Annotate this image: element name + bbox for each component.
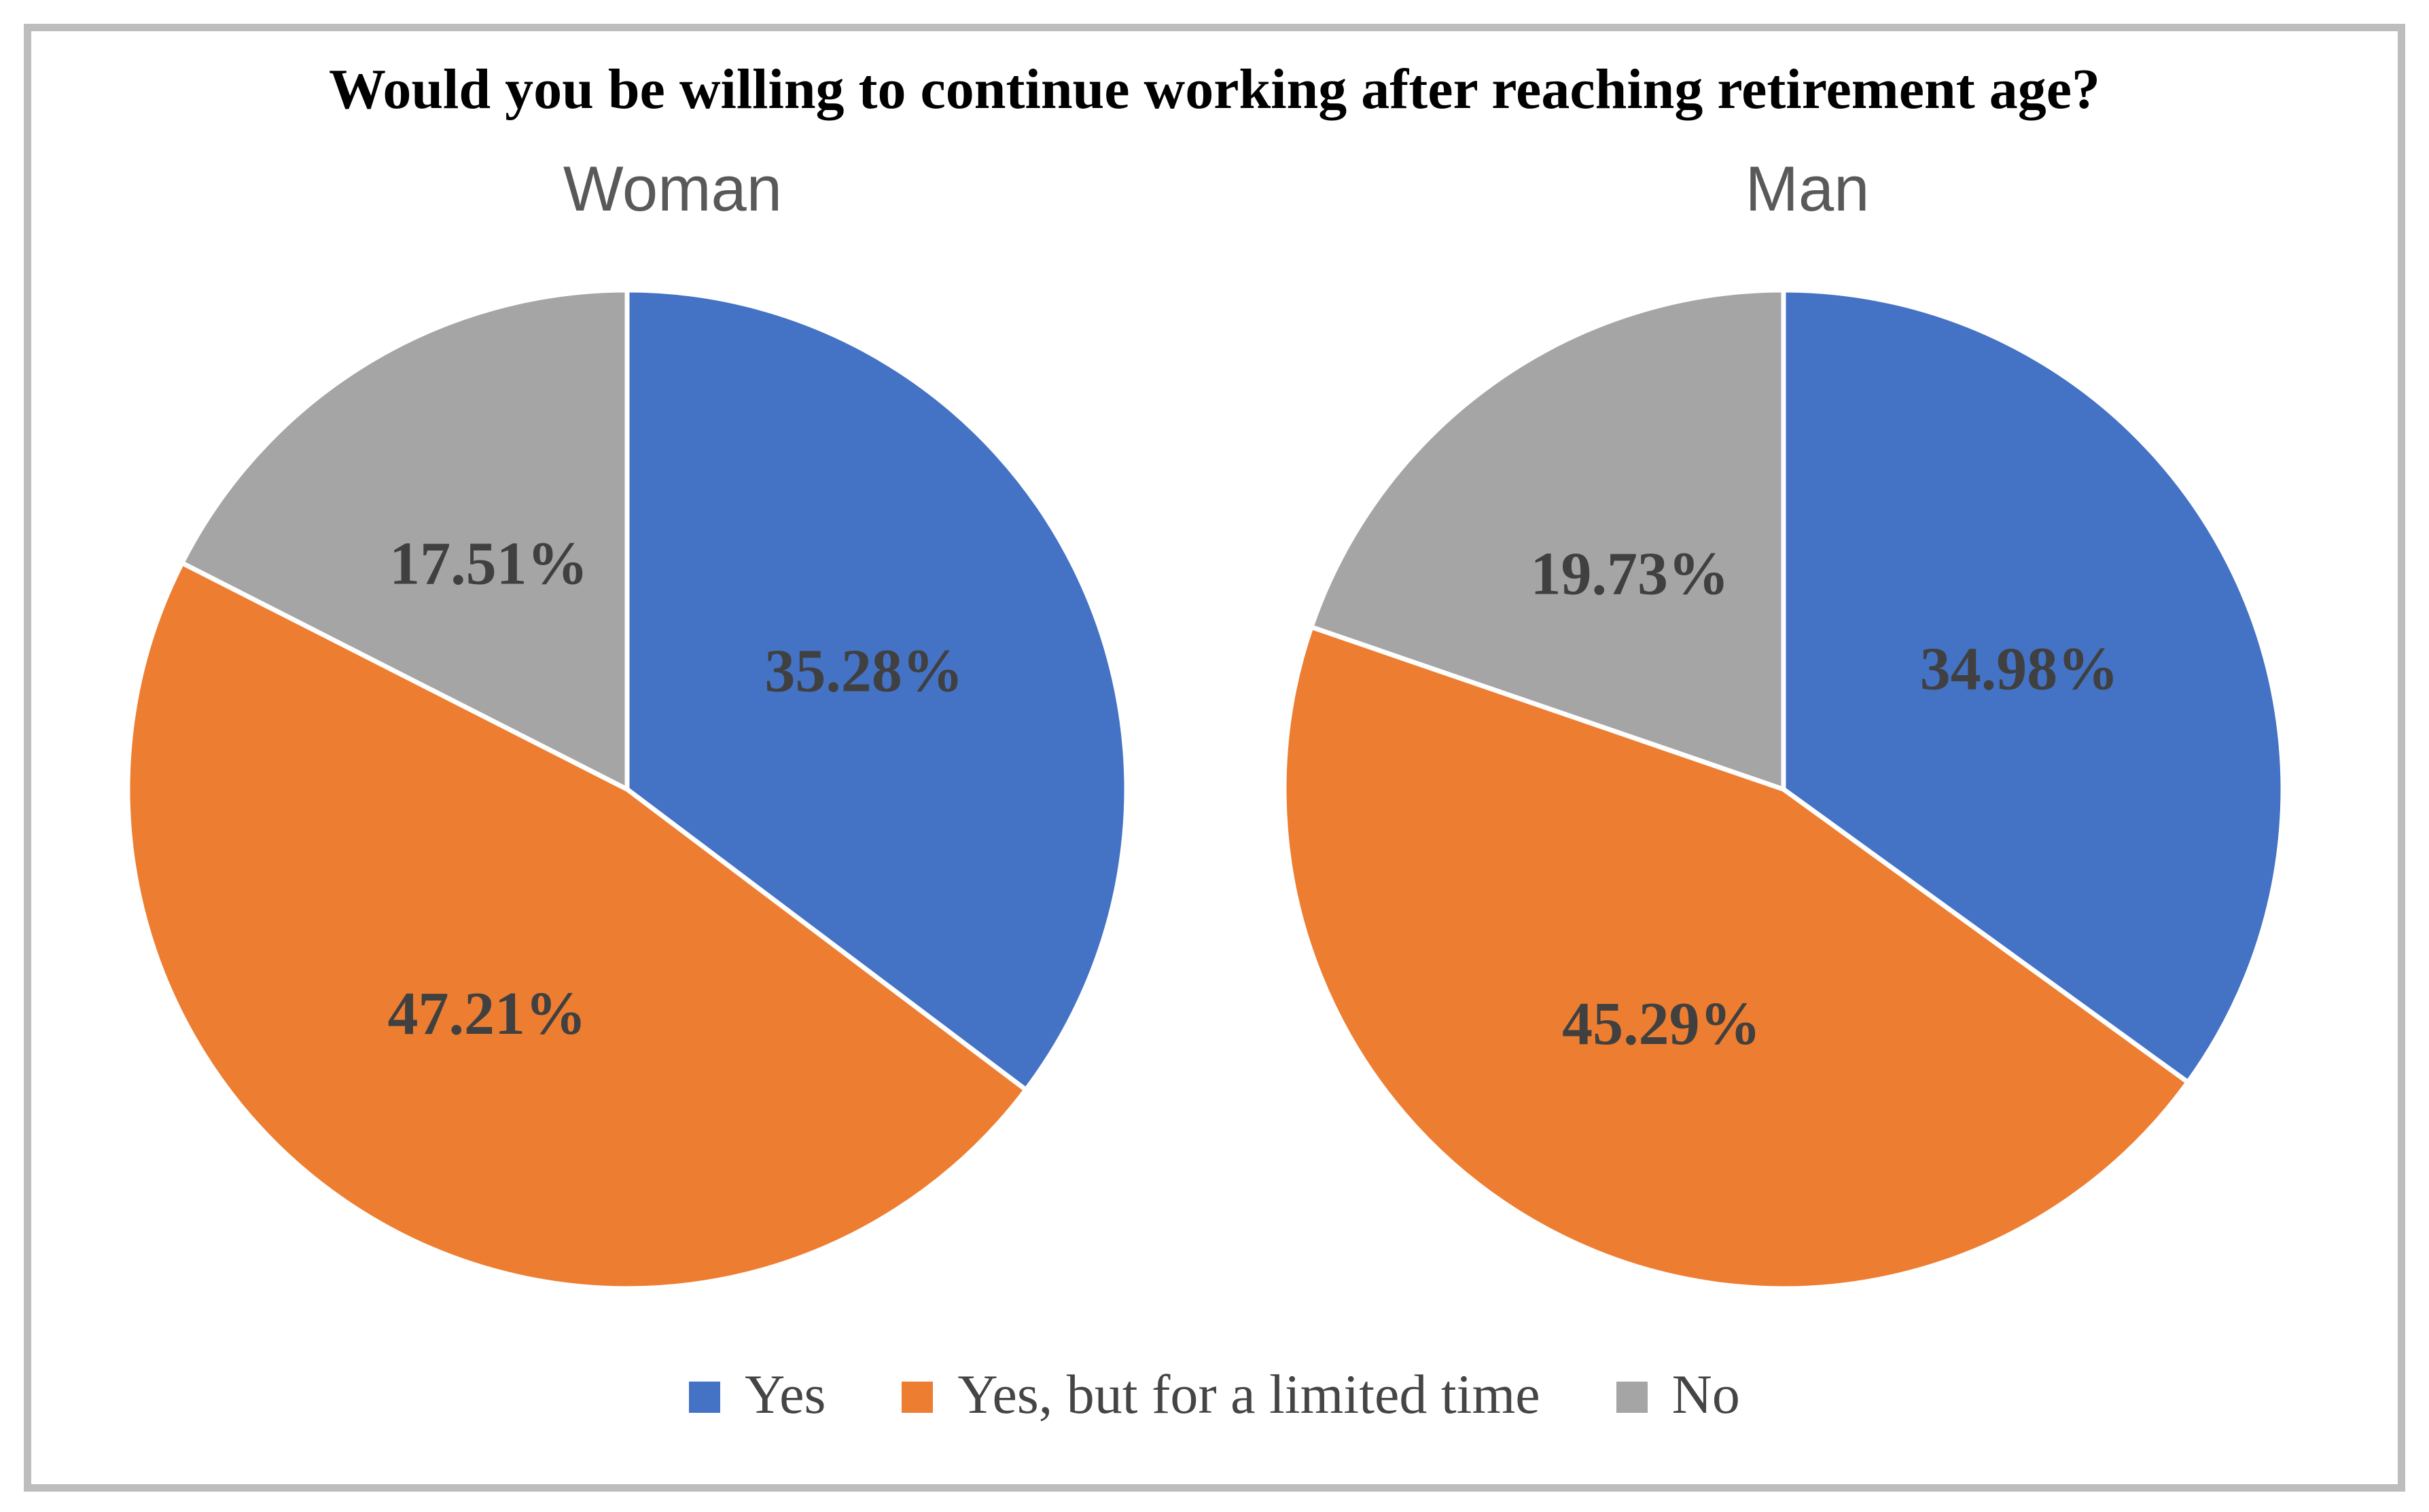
data-label-woman-yes: 35.28% — [764, 638, 963, 705]
pie-slice-man-yes-but-for-a-limited-time — [1281, 624, 2191, 1291]
pie-subtitle-man: Man — [1745, 153, 1870, 224]
data-label-man-yes: 34.98% — [1920, 635, 2119, 702]
legend-item-yes-limited-time: Yes, but for a limited time — [902, 1367, 1540, 1428]
data-label-man-yes-but-for-a-limited-time: 45.29% — [1562, 990, 1761, 1058]
legend-label-yes: Yes — [745, 1363, 826, 1425]
pie-slice-man-yes — [1781, 287, 2286, 1085]
legend-swatch-no — [1616, 1382, 1648, 1413]
pie-slice-woman-yes-but-for-a-limited-time — [125, 560, 1029, 1291]
legend-label-yes-limited-time: Yes, but for a limited time — [957, 1363, 1540, 1425]
pie-chart-man: 34.98% 45.29% 19.73% — [1281, 287, 2286, 1291]
legend-swatch-yes-limited-time — [902, 1382, 934, 1413]
pie-chart-woman: 35.28% 47.21% 17.51% — [125, 287, 1129, 1291]
data-label-woman-no: 17.51% — [389, 530, 588, 597]
legend-swatch-yes — [689, 1382, 721, 1413]
data-label-man-no: 19.73% — [1530, 540, 1729, 607]
pie-subtitle-woman: Woman — [563, 153, 783, 224]
chart-title: Would you be willing to continue working… — [328, 58, 2101, 121]
pie-slice-man-no — [1309, 287, 1786, 792]
pie-slice-woman-no — [179, 287, 630, 792]
pie-slice-woman-yes — [624, 287, 1129, 1092]
legend: Yes Yes, but for a limited time No — [0, 1367, 2429, 1428]
legend-item-yes: Yes — [689, 1367, 826, 1428]
data-label-woman-yes-but-for-a-limited-time: 47.21% — [387, 980, 586, 1047]
legend-item-no: No — [1616, 1367, 1740, 1428]
legend-label-no: No — [1671, 1363, 1740, 1425]
